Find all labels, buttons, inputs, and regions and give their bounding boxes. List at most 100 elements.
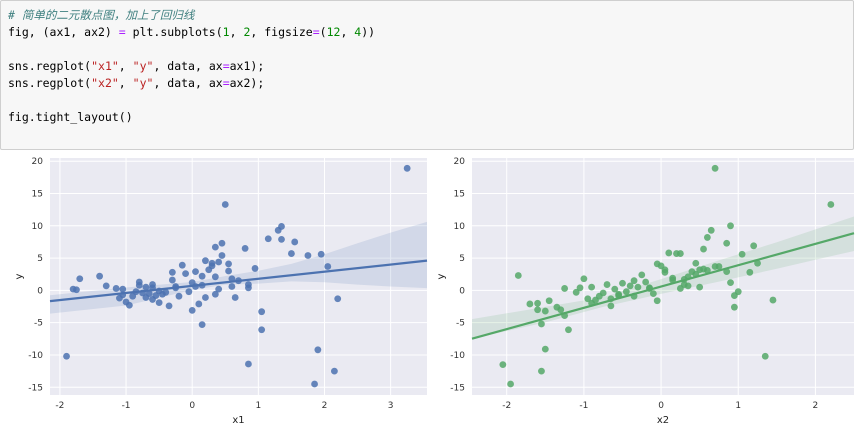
scatter-point bbox=[680, 281, 688, 288]
scatter-point bbox=[572, 288, 580, 296]
code-token: 2 bbox=[243, 25, 251, 39]
scatter-point bbox=[258, 326, 266, 334]
y-tick-label: -15 bbox=[450, 383, 465, 393]
regression-line bbox=[471, 232, 855, 340]
scatter-point bbox=[334, 295, 342, 303]
scatter-point bbox=[331, 367, 338, 375]
y-axis-label: y bbox=[436, 273, 447, 279]
y-tick-label: 10 bbox=[454, 222, 466, 232]
scatter-point bbox=[96, 272, 104, 280]
scatter-point bbox=[311, 380, 318, 388]
scatter-point bbox=[188, 307, 196, 314]
y-axis-label: y bbox=[14, 273, 25, 279]
y-tick-label: 15 bbox=[454, 190, 465, 200]
code-token: , data, ax bbox=[153, 76, 223, 90]
scatter-point bbox=[225, 267, 232, 275]
scatter-point bbox=[211, 273, 219, 281]
scatter-point bbox=[703, 266, 711, 274]
code-token: ax2); bbox=[229, 76, 265, 90]
code-token: = bbox=[222, 76, 230, 90]
scatter-point bbox=[499, 361, 507, 369]
scatter-point bbox=[576, 284, 584, 292]
x-axis-label: x2 bbox=[657, 415, 669, 426]
scatter-point bbox=[102, 282, 110, 290]
code-token: , bbox=[229, 25, 244, 39]
scatter-point bbox=[192, 268, 199, 276]
scatter-point bbox=[251, 265, 259, 272]
scatter-point bbox=[727, 222, 734, 230]
scatter-point bbox=[584, 295, 592, 303]
scatter-point bbox=[669, 274, 677, 282]
scatter-point bbox=[168, 276, 176, 284]
scatter-point bbox=[165, 302, 173, 310]
y-tick-label: 10 bbox=[32, 222, 44, 232]
code-token: sns.regplot( bbox=[8, 76, 92, 90]
scatter-point bbox=[769, 296, 777, 304]
code-cell[interactable]: # 简单的二元散点图，加上了回归线 fig, (ax1, ax2) = plt.s… bbox=[0, 0, 854, 150]
y-tick-label: 20 bbox=[454, 157, 466, 167]
scatter-point bbox=[258, 308, 266, 316]
scatter-point bbox=[738, 250, 746, 258]
scatter-point bbox=[730, 303, 738, 311]
scatter-point bbox=[827, 201, 835, 208]
x-tick-label: -2 bbox=[55, 401, 64, 411]
scatter-point bbox=[557, 306, 565, 314]
scatter-point bbox=[626, 282, 634, 290]
scatter-point bbox=[603, 281, 611, 288]
scatter-point bbox=[607, 302, 615, 310]
scatter-point bbox=[208, 259, 216, 267]
code-editor[interactable]: # 简单的二元散点图，加上了回归线 fig, (ax1, ax2) = plt.s… bbox=[8, 7, 375, 126]
code-token: fig, (ax1, ax2) bbox=[8, 25, 119, 39]
regression-line bbox=[49, 259, 428, 303]
scatter-point bbox=[112, 285, 120, 292]
code-token: , bbox=[118, 76, 133, 90]
code-token: fig.tight_layout() bbox=[8, 110, 133, 124]
code-token: 1 bbox=[222, 25, 230, 39]
scatter-point bbox=[162, 288, 170, 296]
scatter-point bbox=[231, 294, 239, 301]
x-axis-label: x1 bbox=[232, 415, 244, 426]
scatter-point bbox=[707, 226, 715, 234]
x-tick-label: 1 bbox=[735, 401, 741, 411]
code-line: fig, (ax1, ax2) = plt.subplots(1, 2, fig… bbox=[8, 24, 375, 41]
scatter-point bbox=[211, 243, 219, 251]
scatter-point bbox=[142, 283, 150, 291]
x-tick-label: 0 bbox=[658, 401, 664, 411]
scatter-point bbox=[565, 326, 572, 334]
code-line: sns.regplot("x2", "y", data, ax=ax2); bbox=[8, 75, 375, 92]
scatter-point bbox=[125, 301, 133, 309]
scatter-point bbox=[168, 268, 176, 276]
scatter-point bbox=[76, 275, 84, 283]
x-tick-label: -1 bbox=[579, 401, 588, 411]
scatter-point bbox=[665, 249, 673, 257]
scatter-point bbox=[182, 270, 189, 277]
scatter-point bbox=[135, 278, 143, 286]
scatter-point bbox=[638, 271, 646, 279]
scatter-point bbox=[198, 321, 206, 329]
scatter-point bbox=[599, 289, 607, 297]
scatter-point bbox=[288, 250, 295, 257]
code-token: plt.subplots( bbox=[125, 25, 223, 39]
scatter-point bbox=[218, 252, 226, 259]
code-token: = bbox=[312, 25, 320, 39]
scatter-point bbox=[622, 288, 630, 296]
y-tick-label: -5 bbox=[34, 319, 43, 329]
code-token: "y" bbox=[132, 76, 154, 90]
scatter-point bbox=[534, 299, 541, 307]
scatter-point bbox=[730, 292, 738, 299]
code-token: ( bbox=[319, 25, 327, 39]
scatter-point bbox=[69, 285, 77, 293]
x-tick-label: -2 bbox=[502, 401, 511, 411]
scatter-point bbox=[185, 288, 193, 296]
code-token: "x2" bbox=[91, 76, 119, 90]
scatter-point bbox=[211, 290, 219, 298]
scatter-point bbox=[661, 268, 669, 276]
scatter-point bbox=[264, 235, 272, 243]
scatter-point bbox=[538, 320, 545, 328]
scatter-point bbox=[761, 352, 769, 360]
scatter-point bbox=[178, 261, 186, 269]
scatter-point bbox=[541, 307, 549, 315]
scatter-point bbox=[198, 272, 206, 280]
